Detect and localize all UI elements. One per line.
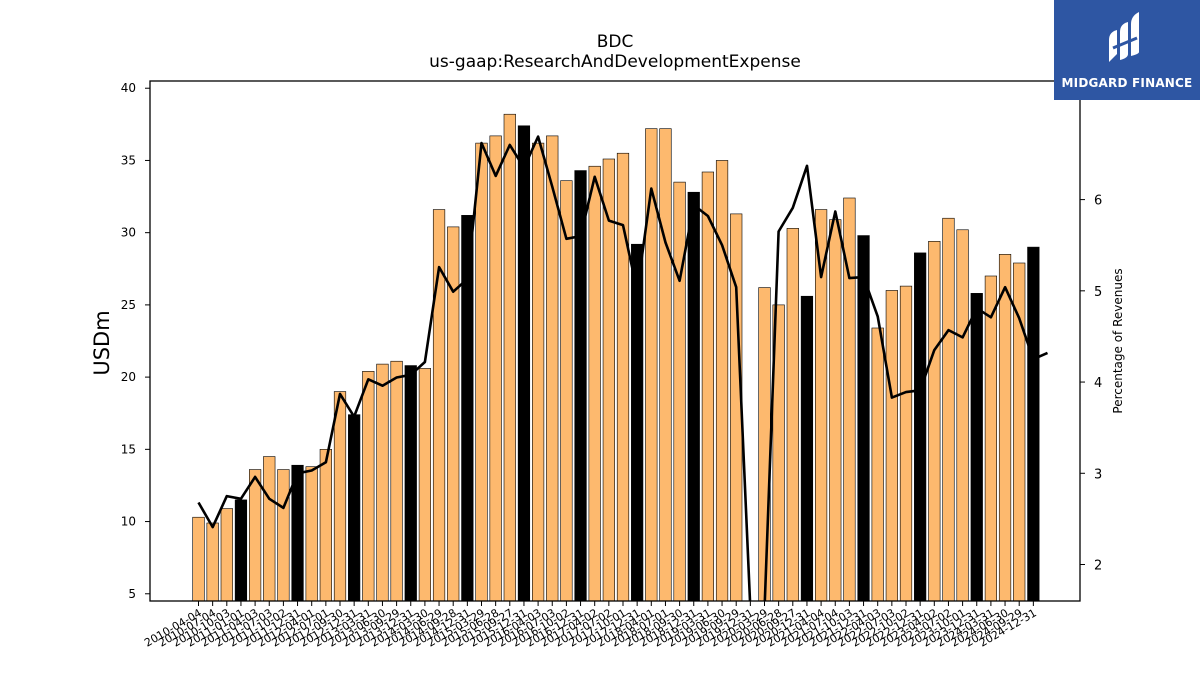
bar-2010-10-03 [220,508,233,602]
bar-2015-06-28 [489,135,502,602]
bar-2023-10-01 [956,229,969,602]
bar-2018-12-31 [687,191,700,602]
y-left-axis: 5 10 15 20 25 30 35 40 [121,81,150,601]
bar-2024-12-31 [1027,246,1040,602]
bar-2017-10-01 [616,152,630,602]
bar-2011-01-01 [234,499,248,602]
bar-2013-09-29 [390,360,403,602]
y2-tick-label: 6 [1094,194,1102,209]
logo-text: MIDGARD FINANCE [1061,76,1193,90]
bar-2012-12-31 [348,414,361,602]
bar-2017-04-02 [588,165,601,602]
chart-title: BDC [596,32,634,52]
plot-frame [149,80,1081,602]
bar-2010-07-04 [206,522,219,602]
chart-subtitle: us-gaap:ResearchAndDevelopmentExpense [429,52,801,72]
y-tick-label: 15 [121,442,136,456]
y-axis-label: USDm [90,310,114,376]
bar-2022-12-31 [914,252,927,602]
bar-2014-03-30 [418,368,432,602]
bar-2011-10-02 [277,469,290,602]
bar-2024-09-29 [1013,262,1026,602]
bar-2012-04-01 [305,466,318,602]
bar-2021-07-04 [829,219,842,602]
bar-2019-06-30 [715,160,729,602]
bar-2012-07-01 [319,449,332,602]
bar-2011-07-03 [263,456,276,602]
y-tick-label: 30 [121,226,136,240]
revenue-percentage-line-group [197,135,1049,601]
bar-2017-07-02 [602,158,615,602]
y-tick-label: 10 [121,515,136,529]
bar-2023-04-02 [928,241,941,602]
bar-2024-06-30 [998,254,1012,602]
bar-2022-07-03 [885,290,898,602]
bar-2013-12-31 [404,365,417,602]
bar-2024-03-31 [984,275,997,602]
y-tick-label: 35 [121,153,136,167]
bar-2017-12-31 [631,243,644,602]
midgard-logo-icon [1109,12,1139,62]
y-tick-label: 5 [128,587,136,601]
bar-2022-10-02 [899,285,913,602]
bar-2012-09-30 [333,391,347,602]
y2-tick-label: 4 [1094,376,1102,391]
bar-2015-09-27 [503,113,516,602]
midgard-finance-logo: MIDGARD FINANCE [1054,0,1200,100]
x-axis: 2010-04-042010-07-042010-10-032011-01-01… [142,601,1039,650]
bar-2013-03-31 [362,371,375,602]
y2-tick-label: 5 [1094,285,1102,300]
bar-2020-12-31 [800,295,814,602]
bar-2023-12-31 [970,293,983,602]
bar-2013-06-30 [376,363,389,602]
bar-2011-04-03 [249,469,262,602]
y-tick-label: 20 [121,370,136,384]
y-tick-label: 40 [121,81,136,95]
bar-2023-07-02 [942,217,955,602]
bar-2016-04-03 [531,142,545,602]
y2-tick-label: 2 [1094,559,1102,574]
bar-2019-03-31 [701,171,714,602]
bar-2018-07-01 [659,128,672,602]
bar-2020-03-29 [758,287,771,602]
y2-tick-label: 3 [1094,467,1102,482]
y-tick-label: 25 [121,298,136,312]
bar-2022-04-03 [871,327,884,602]
bar-2015-12-31 [517,125,531,602]
bar-2018-09-30 [673,181,686,602]
bar-2010-04-04 [192,516,205,602]
revenue-percentage-line [197,135,1049,601]
bar-2016-10-02 [560,180,573,602]
bars-group [192,113,1040,602]
bar-2015-03-29 [475,142,488,602]
y-right-axis: 2 3 4 5 6 [1080,194,1102,574]
y2-axis-label: Percentage of Revenues [1111,268,1125,414]
bar-2020-09-27 [786,228,799,602]
